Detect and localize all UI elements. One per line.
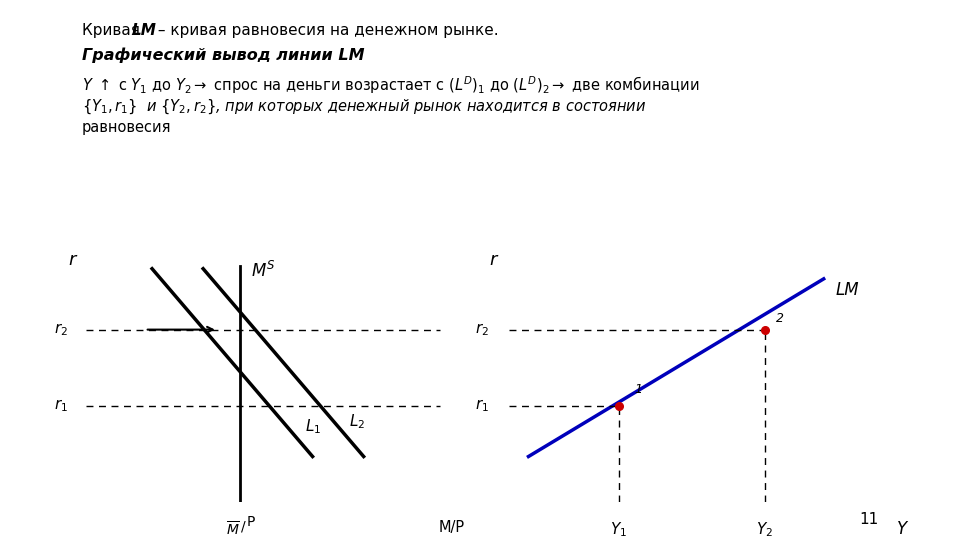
Text: P: P xyxy=(247,515,255,529)
Text: Кривая: Кривая xyxy=(82,23,144,38)
Text: 11: 11 xyxy=(859,511,878,526)
Text: LM: LM xyxy=(835,281,859,299)
Text: – кривая равновесия на денежном рынке.: – кривая равновесия на денежном рынке. xyxy=(153,23,498,38)
Text: LM: LM xyxy=(132,23,156,38)
Text: r: r xyxy=(68,251,76,269)
Text: $\{Y_1, r_1\}$  и $\{Y_2, r_2\}$, при которых денежный рынок находится в состоян: $\{Y_1, r_1\}$ и $\{Y_2, r_2\}$, при кот… xyxy=(82,97,646,116)
Text: $M^S$: $M^S$ xyxy=(251,261,276,281)
Text: $r_1$: $r_1$ xyxy=(54,397,68,414)
Text: r: r xyxy=(490,251,496,269)
Text: Графический вывод линии LM: Графический вывод линии LM xyxy=(82,48,364,63)
Text: M/P: M/P xyxy=(438,520,465,535)
Text: $r_2$: $r_2$ xyxy=(475,321,489,338)
Text: $L_1$: $L_1$ xyxy=(305,417,322,436)
Text: /: / xyxy=(241,520,246,534)
Text: $Y$ $\uparrow$ с $Y_1$ до $Y_2\rightarrow$ спрос на деньги возрастает с $(L^D)_1: $Y$ $\uparrow$ с $Y_1$ до $Y_2\rightarro… xyxy=(82,75,699,96)
Text: $L_2$: $L_2$ xyxy=(349,413,365,431)
Text: Y: Y xyxy=(898,520,907,538)
Text: $r_2$: $r_2$ xyxy=(54,321,68,338)
Text: 1: 1 xyxy=(635,383,643,396)
Text: равновесия: равновесия xyxy=(82,120,171,135)
Text: $Y_1$: $Y_1$ xyxy=(611,520,628,539)
Text: $Y_2$: $Y_2$ xyxy=(756,520,773,539)
Text: $r_1$: $r_1$ xyxy=(475,397,489,414)
Text: $\overline{M}$: $\overline{M}$ xyxy=(226,520,240,538)
Text: 2: 2 xyxy=(777,312,784,325)
